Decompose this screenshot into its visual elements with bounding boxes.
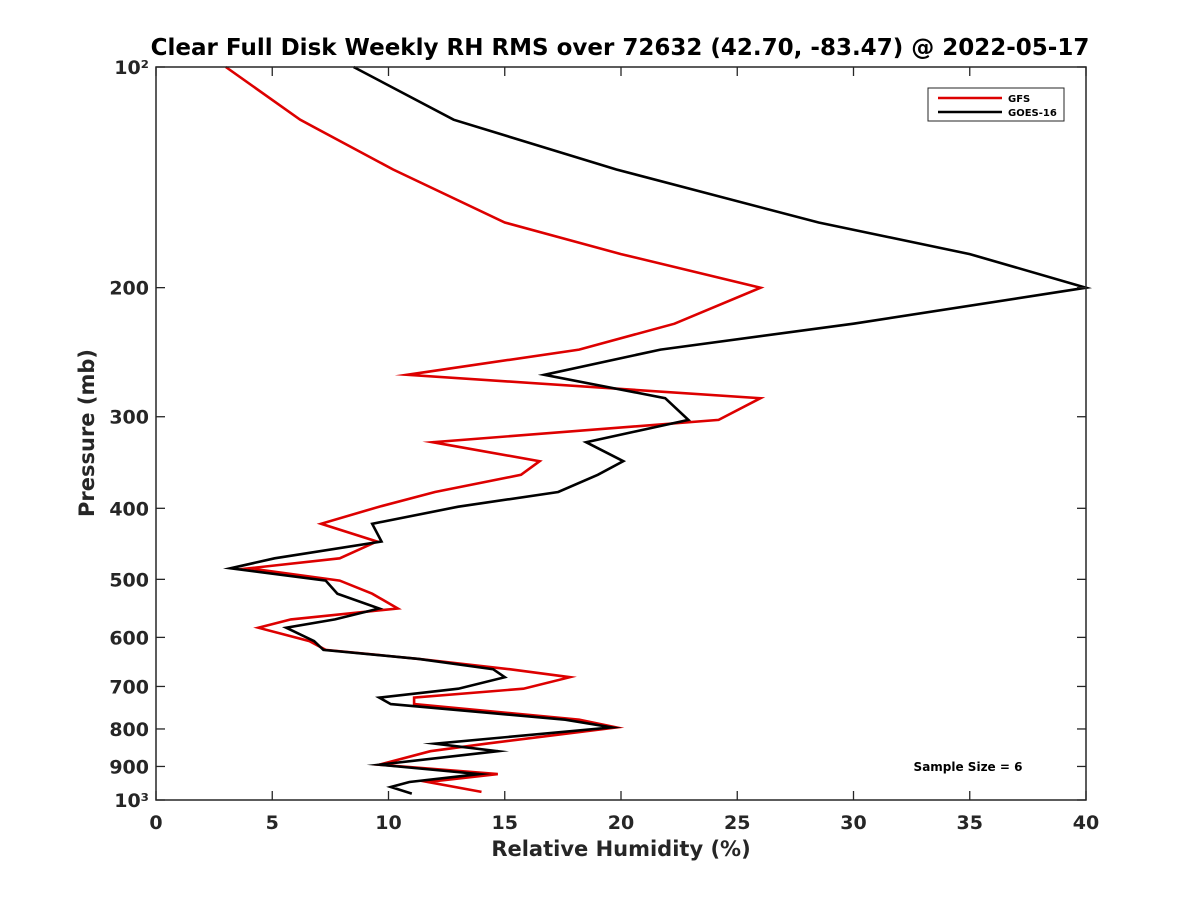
chart-legend: GFS GOES-16 [927,87,1065,122]
plot-area [155,65,1093,801]
x-tick-label: 25 [724,812,750,834]
y-tick-label: 200 [109,278,149,300]
y-tick-label: 500 [109,569,149,591]
series-line-gfs [225,65,766,794]
x-tick-label: 20 [608,812,634,834]
x-tick-label: 15 [492,812,518,834]
x-tick-label: 5 [266,812,279,834]
sample-size-annotation: Sample Size = 6 [914,760,1023,774]
y-tick-label: 600 [109,627,149,649]
y-tick-label: 900 [109,756,149,778]
y-axis-ticks: 10² 200 300 400 500 600 700 800 900 10³ [109,57,1086,812]
y-tick-label: 800 [109,719,149,741]
x-axis-label: Relative Humidity (%) [491,837,750,861]
y-tick-label: 10² [114,57,149,79]
series-line-goes-16 [222,65,1093,795]
y-tick-label: 10³ [114,790,149,812]
legend-entry-label: GOES-16 [1008,108,1057,119]
legend-box [927,87,1065,122]
y-tick-label: 300 [109,407,149,429]
series-layer [222,65,1093,795]
x-tick-label: 35 [957,812,983,834]
x-tick-label: 30 [840,812,866,834]
legend-entry-label: GFS [1008,94,1030,105]
y-axis-label: Pressure (mb) [75,349,99,517]
y-tick-label: 700 [109,676,149,698]
x-tick-label: 0 [149,812,162,834]
y-tick-label: 400 [109,498,149,520]
x-axis-ticks: 0 5 10 15 20 25 30 35 40 [149,67,1099,834]
chart-title: Clear Full Disk Weekly RH RMS over 72632… [151,35,1090,61]
x-tick-label: 10 [375,812,401,834]
x-tick-label: 40 [1073,812,1099,834]
